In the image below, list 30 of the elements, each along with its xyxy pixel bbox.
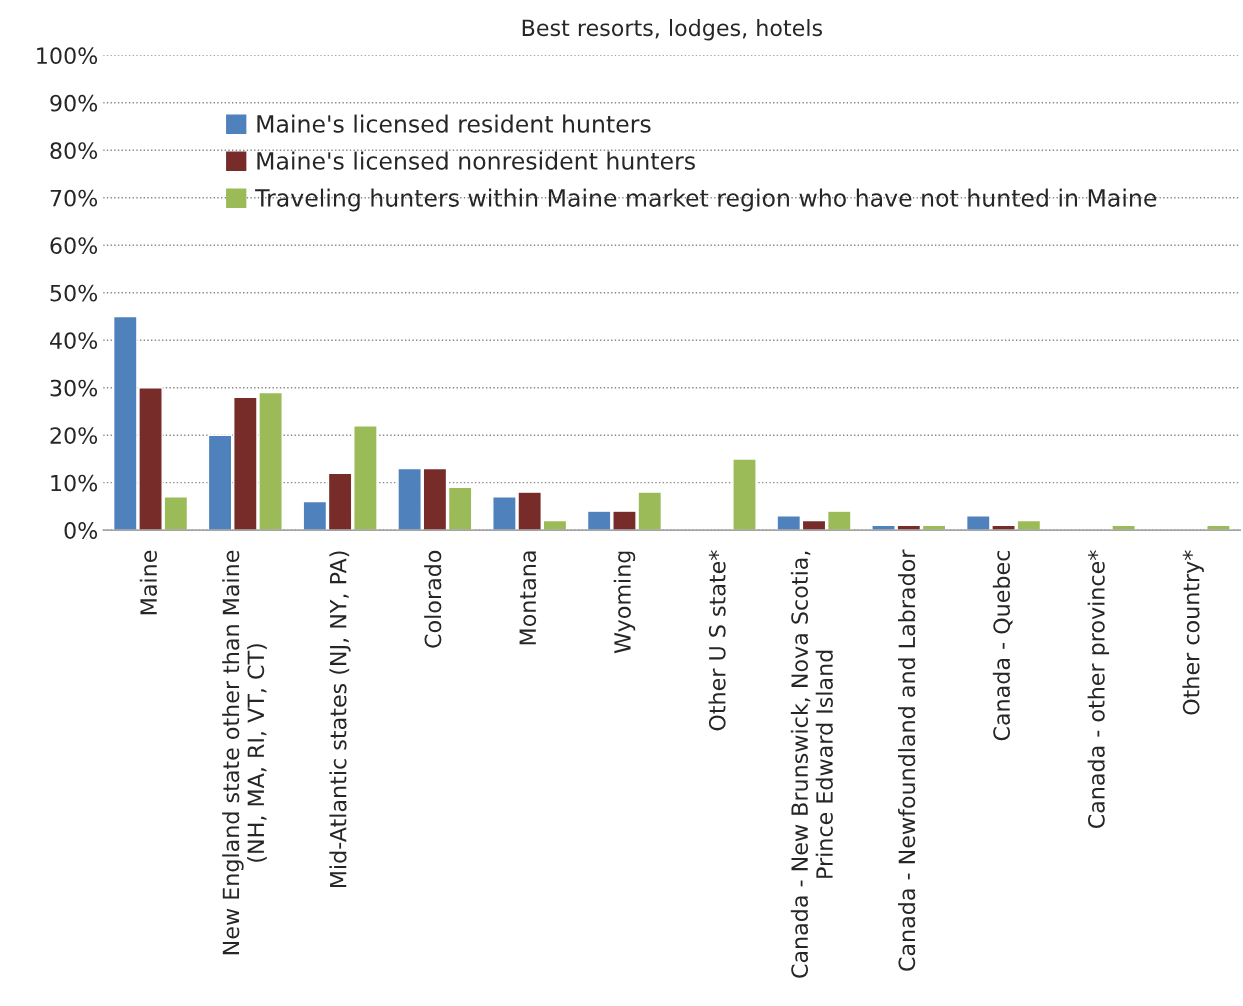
x-tick-label: Other U S state* bbox=[708, 550, 726, 731]
x-tick-label: Montana bbox=[519, 551, 537, 645]
y-tick-label: 50% bbox=[50, 284, 98, 302]
legend-label: Traveling hunters within Maine market region who have not hunted in Maine bbox=[255, 188, 1157, 212]
bar bbox=[732, 458, 757, 531]
y-tick-label: 90% bbox=[50, 94, 98, 112]
bar bbox=[1111, 524, 1136, 531]
y-tick-label: 40% bbox=[50, 332, 98, 349]
x-tick-label: Wyoming bbox=[613, 551, 636, 654]
y-tick-label: 70% bbox=[50, 189, 98, 207]
x-tick-label: Canada - Newfoundland and Labrador bbox=[898, 549, 916, 971]
x-tick-label: Canada - Quebec bbox=[992, 550, 1013, 741]
y-tick-label: 20% bbox=[50, 427, 98, 444]
x-tick-label: Mid-Atlantic states (NJ, NY, PA) bbox=[329, 551, 351, 888]
x-tick-label: Other country* bbox=[1182, 550, 1204, 715]
x-tick-label: Canada - New Brunswick, Nova Scotia, Prince Edward Island bbox=[790, 551, 833, 978]
x-tick-label: Canada - other province* bbox=[1087, 550, 1110, 829]
y-tick-label: 80% bbox=[50, 142, 98, 160]
legend-label: Maine's licensed nonresident hunters bbox=[257, 151, 695, 170]
y-tick-label: 30% bbox=[50, 379, 98, 397]
chart-title: Best resorts, lodges, hotels bbox=[522, 19, 822, 41]
x-tick-label: New England state other than Maine (NH, MA, RI, VT, CT) bbox=[222, 550, 267, 955]
y-tick-label: 0% bbox=[64, 522, 98, 539]
y-tick-label: 60% bbox=[50, 237, 98, 255]
x-tick-label: Colorado bbox=[424, 550, 442, 648]
y-tick-label: 100% bbox=[37, 47, 98, 65]
legend-label: Maine's licensed resident hunters bbox=[257, 114, 651, 133]
bar bbox=[1206, 524, 1231, 531]
x-tick-label: Maine bbox=[139, 550, 158, 615]
y-tick-label: 10% bbox=[51, 474, 98, 492]
